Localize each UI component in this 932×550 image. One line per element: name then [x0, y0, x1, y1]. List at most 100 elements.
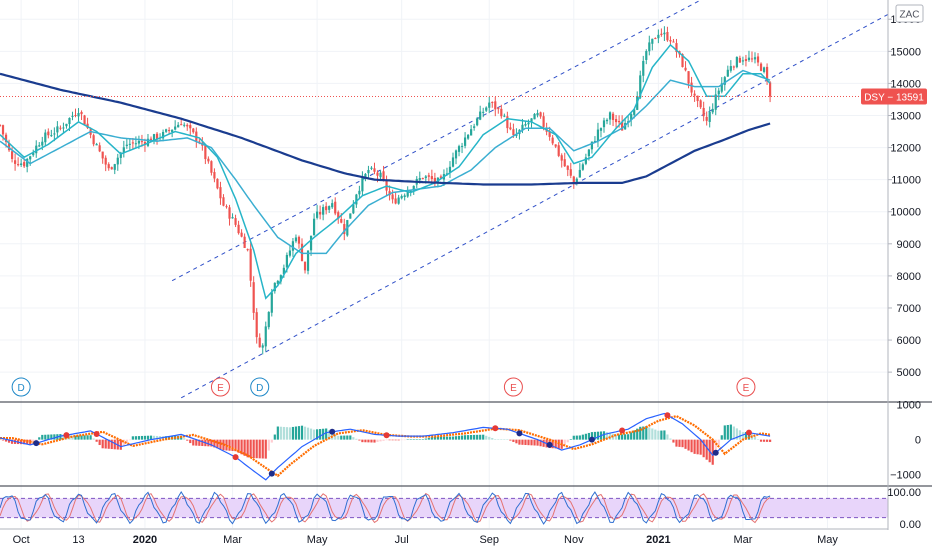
candle-body — [738, 57, 741, 63]
macd-histogram-bar — [521, 439, 524, 445]
macd-histogram-bar — [89, 435, 92, 440]
macd-histogram-bar — [334, 433, 337, 440]
macd-histogram-bar — [448, 436, 452, 440]
macd-cross-dot — [93, 431, 100, 438]
macd-histogram-bar — [149, 435, 153, 440]
candle-body — [515, 134, 518, 136]
macd-histogram-bar — [4, 439, 8, 442]
channel-top-line[interactable] — [171, 0, 755, 282]
macd-histogram-bar — [554, 439, 557, 449]
y-tick-label: 14000 — [890, 78, 921, 90]
event-marker[interactable] — [736, 377, 756, 397]
macd-histogram-bar — [358, 439, 361, 441]
x-tick-label: Jul — [395, 534, 409, 546]
event-marker[interactable] — [250, 377, 270, 397]
candle-body — [376, 172, 379, 176]
macd-histogram-bar — [255, 439, 258, 459]
candle-body — [572, 176, 575, 183]
candle-body — [101, 151, 104, 159]
candle-body — [690, 82, 693, 93]
candle-body — [741, 60, 745, 62]
candle-body — [107, 164, 110, 169]
macd-histogram-bar — [696, 439, 699, 455]
macd-histogram-bar — [7, 439, 11, 443]
candle-body — [222, 197, 225, 206]
macd-histogram-bar — [252, 439, 255, 459]
candle-body — [104, 157, 107, 165]
candle-body — [279, 275, 282, 282]
macd-histogram-bar — [454, 436, 458, 440]
macd-histogram-bar — [509, 439, 512, 441]
macd-histogram-bar — [590, 432, 594, 440]
candle-body — [530, 118, 533, 122]
candle-body — [732, 66, 735, 68]
macd-histogram-bar — [258, 439, 261, 459]
candle-body — [303, 261, 307, 271]
macd-histogram-bar — [566, 439, 569, 443]
macd-cross-dot — [383, 432, 390, 439]
x-tick-label: May — [817, 534, 838, 546]
candle-body — [448, 166, 452, 173]
candle-body — [343, 224, 346, 235]
candle-body — [633, 109, 636, 115]
macd-histogram-bar — [143, 435, 147, 440]
candle-body — [648, 42, 651, 52]
candle-body — [10, 151, 14, 159]
macd-cross-dot — [516, 430, 523, 437]
macd-histogram-bar — [228, 439, 231, 451]
candle-body — [20, 163, 23, 166]
macd-histogram-bar — [539, 439, 542, 447]
macd-histogram-bar — [421, 439, 424, 440]
candle-body — [427, 175, 430, 177]
macd-cross-dot — [33, 440, 40, 447]
x-tick-label: 2021 — [646, 534, 670, 546]
macd-histogram-bar — [651, 428, 654, 440]
macd-histogram-bar — [152, 435, 156, 440]
macd-histogram-bar — [639, 426, 642, 440]
event-marker[interactable] — [11, 377, 31, 397]
macd-histogram-bar — [633, 430, 636, 440]
candle-body — [497, 108, 500, 110]
candle-body — [759, 63, 763, 71]
candle-body — [17, 164, 20, 166]
channel-bottom-line[interactable] — [180, 13, 891, 399]
y-tick-label: 15000 — [890, 46, 921, 58]
candle-body — [409, 190, 412, 193]
macd-histogram-bar — [524, 439, 527, 445]
macd-cross-dot — [712, 449, 719, 456]
candle-body — [228, 207, 231, 219]
candle-body — [753, 57, 757, 60]
event-marker-label: E — [217, 383, 224, 394]
macd-histogram-bar — [506, 439, 509, 440]
macd-histogram-bar — [503, 439, 506, 440]
candle-body — [675, 43, 678, 53]
candle-body — [337, 212, 340, 219]
candle-body — [639, 75, 642, 98]
macd-histogram-bar — [729, 424, 732, 440]
candle-body — [382, 171, 385, 181]
macd-histogram-bar — [500, 439, 503, 440]
macd-histogram-bar — [309, 428, 313, 440]
macd-histogram-bar — [702, 439, 705, 458]
candle-body — [699, 100, 702, 108]
candle-body — [388, 191, 391, 196]
x-tick-label: Nov — [564, 534, 584, 546]
macd-histogram-bar — [512, 439, 515, 442]
candle-body — [747, 57, 751, 61]
macd-histogram-bar — [319, 429, 322, 440]
candle-body — [379, 172, 382, 178]
event-marker[interactable] — [210, 377, 230, 397]
macd-histogram-bar — [349, 435, 352, 440]
macd-histogram-bar — [753, 436, 757, 440]
macd-cross-dot — [63, 432, 70, 439]
candle-body — [243, 236, 246, 248]
macd-histogram-bar — [86, 435, 89, 440]
event-marker[interactable] — [503, 377, 523, 397]
candle-body — [575, 178, 578, 184]
macd-histogram-bar — [660, 430, 663, 440]
macd-histogram-bar — [261, 439, 264, 459]
macd-histogram-bar — [415, 439, 418, 440]
macd-histogram-bar — [198, 439, 201, 446]
macd-histogram-bar — [388, 439, 391, 441]
